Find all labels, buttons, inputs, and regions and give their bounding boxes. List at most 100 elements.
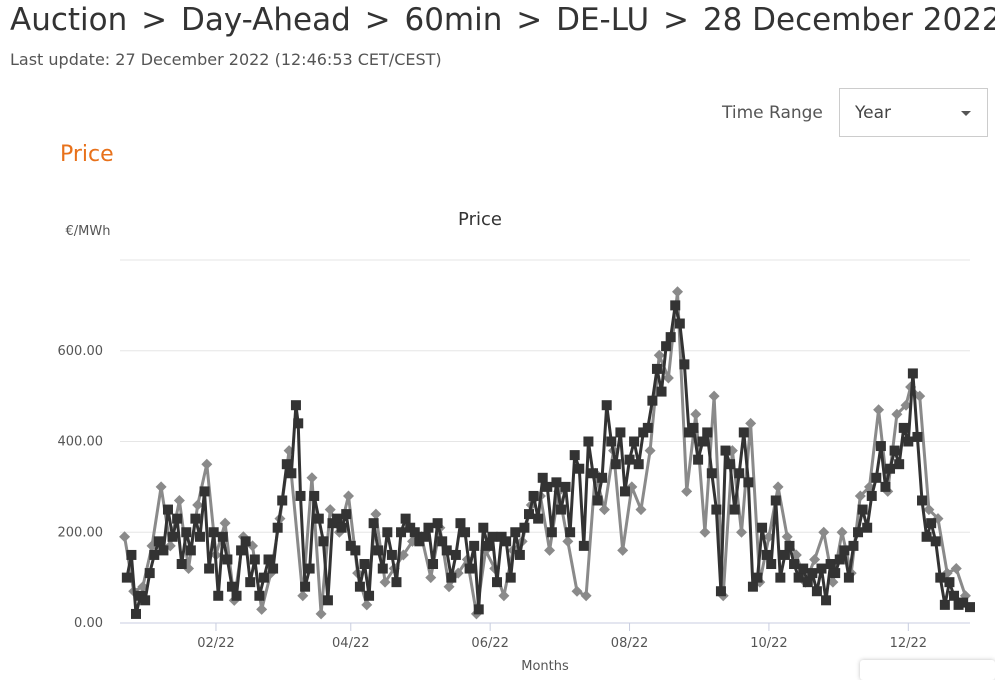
data-point [359, 559, 370, 570]
data-point [914, 390, 926, 402]
data-point [757, 522, 768, 533]
data-point [720, 445, 731, 456]
breadcrumb-item[interactable]: Auction [10, 2, 128, 38]
data-point [656, 386, 667, 397]
time-range-value: Year [855, 103, 891, 123]
data-point [441, 545, 452, 556]
x-axis-labels: 02/22 04/22 06/22 08/22 10/22 12/22 [197, 636, 927, 651]
data-point [811, 586, 822, 597]
data-point [149, 549, 160, 560]
data-point [487, 531, 498, 542]
data-point [743, 477, 754, 488]
data-point [923, 504, 935, 516]
export-menu[interactable] [860, 660, 995, 680]
data-point [629, 436, 640, 447]
data-point [446, 572, 457, 583]
data-point [290, 400, 301, 411]
data-point [715, 586, 726, 597]
data-point [478, 522, 489, 533]
data-point [574, 463, 585, 474]
data-point [565, 527, 576, 538]
series-line [125, 303, 971, 616]
breadcrumb-separator: > [516, 2, 543, 38]
last-update-text: Last update: 27 December 2022 (12:46:53 … [10, 50, 442, 69]
data-point [155, 481, 167, 493]
data-point [452, 567, 464, 579]
data-point [263, 554, 274, 565]
data-point [580, 590, 592, 602]
data-point [391, 577, 402, 588]
data-point [875, 441, 886, 452]
data-point [706, 468, 717, 479]
data-point [921, 531, 932, 542]
data-point [350, 545, 361, 556]
data-point [679, 359, 690, 370]
data-point [592, 495, 603, 506]
data-point [889, 445, 900, 456]
data-point [766, 559, 777, 570]
data-point [965, 602, 975, 613]
data-point [208, 527, 219, 538]
data-point [752, 572, 763, 583]
data-point [606, 436, 617, 447]
data-point [848, 540, 859, 551]
data-point [647, 395, 658, 406]
data-point [560, 481, 571, 492]
data-point [898, 422, 909, 433]
data-point [519, 522, 530, 533]
x-tick-label: 12/22 [890, 636, 927, 651]
data-point [681, 485, 693, 497]
data-point [880, 481, 891, 492]
data-point [121, 572, 132, 583]
data-point [544, 544, 556, 556]
data-point [610, 459, 621, 470]
data-point [306, 472, 318, 484]
data-point [770, 495, 781, 506]
breadcrumb-item-current: 28 December 2022 [702, 2, 995, 38]
data-point [670, 300, 681, 311]
data-point [293, 418, 304, 429]
data-point [624, 454, 635, 465]
breadcrumb-separator: > [663, 2, 689, 38]
x-tick-label: 10/22 [750, 636, 787, 651]
data-point [373, 545, 384, 556]
data-point [661, 341, 672, 352]
data-point [173, 494, 185, 506]
data-point [843, 572, 854, 583]
data-point [926, 518, 937, 529]
data-point [185, 545, 196, 556]
data-point [587, 468, 598, 479]
data-point [268, 563, 279, 574]
data-point [747, 581, 758, 592]
data-point [941, 567, 953, 579]
data-point [551, 477, 562, 488]
data-point [226, 581, 237, 592]
data-point [473, 604, 484, 615]
data-point [396, 527, 407, 538]
data-point [578, 540, 589, 551]
data-point [245, 577, 256, 588]
data-point [425, 572, 437, 584]
data-point [825, 559, 836, 570]
data-point [505, 572, 516, 583]
data-point [119, 531, 131, 543]
data-point [821, 595, 832, 606]
breadcrumb-item[interactable]: DE-LU [556, 2, 650, 38]
breadcrumb-item[interactable]: Day-Ahead [180, 2, 351, 38]
breadcrumb: Auction > Day-Ahead > 60min > DE-LU > 28… [10, 2, 995, 38]
data-point [213, 590, 224, 601]
data-point [907, 368, 918, 379]
chart-title: Price [458, 209, 502, 230]
data-point [167, 531, 178, 542]
data-point [324, 504, 336, 516]
breadcrumb-item[interactable]: 60min [404, 2, 503, 38]
data-point [672, 286, 684, 298]
data-point [418, 531, 429, 542]
data-point [935, 572, 946, 583]
data-point [891, 408, 903, 420]
time-range-select[interactable]: Year [839, 88, 988, 137]
data-point [514, 549, 525, 560]
data-point [528, 490, 539, 501]
data-point [944, 577, 955, 588]
data-point [569, 450, 580, 461]
